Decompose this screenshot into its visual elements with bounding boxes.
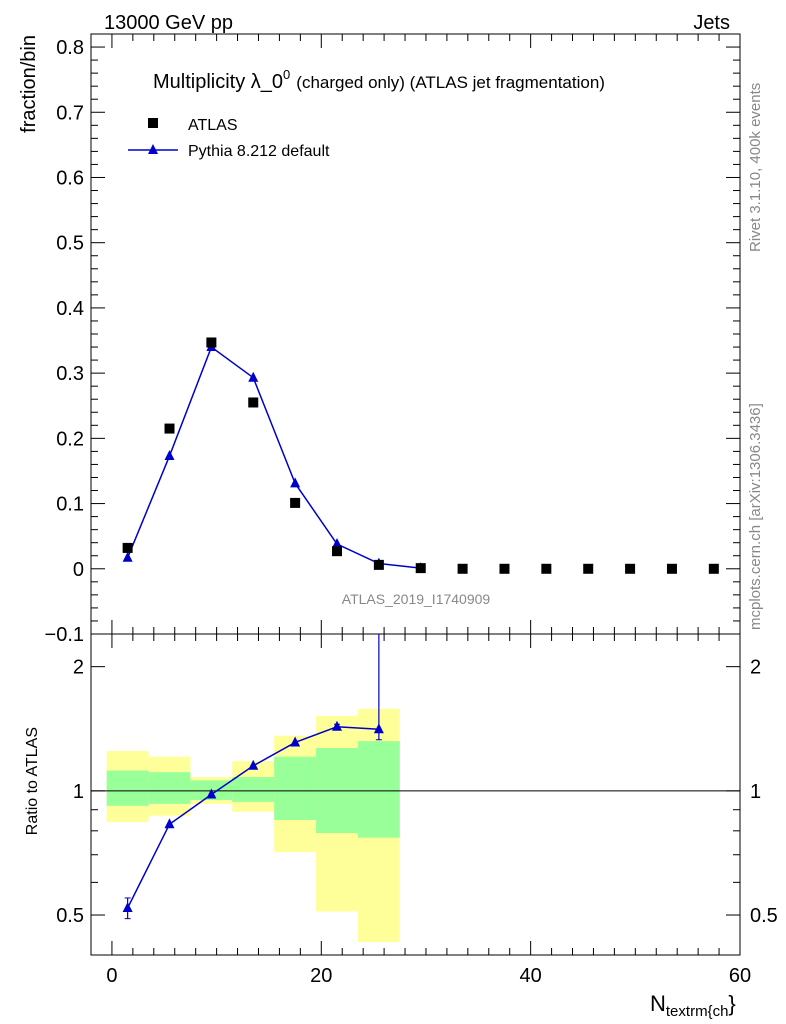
atlas-point-6 xyxy=(373,559,384,570)
pythia-point-1 xyxy=(164,449,175,460)
ratio-point-2 xyxy=(206,788,217,799)
ratio-tick-label-right-0.5: 0.5 xyxy=(750,905,778,927)
green-band-1 xyxy=(148,772,191,804)
atlas-point-7 xyxy=(415,563,426,574)
analysis-label: ATLAS_2019_I1740909 xyxy=(342,591,491,607)
y-tick-label-0.5: 0.5 xyxy=(56,233,84,255)
y-tick-label-0.7: 0.7 xyxy=(56,102,84,124)
header-left: 13000 GeV pp xyxy=(104,12,233,34)
ratio-point-4 xyxy=(290,736,301,747)
y-tick-label-0.4: 0.4 xyxy=(56,298,84,320)
ratio-point-3 xyxy=(248,759,259,770)
ratio-tick-label-right-2: 2 xyxy=(750,657,761,679)
atlas-point-10 xyxy=(541,563,552,574)
ratio-uncertainty-bands xyxy=(106,708,400,943)
y-tick-label--0.1: −0.1 xyxy=(45,624,84,646)
x-tick-label-0: 0 xyxy=(106,965,117,987)
y-tick-label-0.6: 0.6 xyxy=(56,167,84,189)
x-axis-label: Ntextrm{ch} xyxy=(650,991,736,1020)
x-tick-label-40: 40 xyxy=(520,965,542,987)
x-axis-label-tail: } xyxy=(728,991,735,1016)
plot-frames xyxy=(90,33,741,956)
atlas-point-3 xyxy=(248,397,259,408)
data-marks xyxy=(122,337,719,920)
pythia-point-4 xyxy=(290,477,301,488)
atlas-point-5 xyxy=(331,546,342,557)
y-tick-label-0.1: 0.1 xyxy=(56,494,84,516)
y-tick-label-0.8: 0.8 xyxy=(56,37,84,59)
y-tick-label-0.2: 0.2 xyxy=(56,428,84,450)
atlas-point-9 xyxy=(499,563,510,574)
chart-title-rest: (charged only) (ATLAS jet fragmentation) xyxy=(296,73,605,92)
y-axis-label: fraction/bin xyxy=(18,35,40,133)
legend: ATLAS Pythia 8.212 default xyxy=(128,117,330,160)
mcplots-label: mcplots.cern.ch [arXiv:1306.3436] xyxy=(747,403,764,630)
y-tick-label-0: 0 xyxy=(73,559,84,581)
tick-labels: 0 20 40 60−0.100.10.20.30.40.50.60.70.80.5 0… xyxy=(45,37,778,987)
legend-atlas-label: ATLAS xyxy=(188,117,238,134)
green-band-0 xyxy=(106,770,149,806)
x-tick-label-20: 20 xyxy=(310,965,332,987)
ratio-point-6 xyxy=(373,723,384,734)
atlas-point-1 xyxy=(164,423,175,434)
ratio-frame xyxy=(90,633,741,956)
green-band-4 xyxy=(274,756,317,820)
chart-title: Multiplicity λ_00 (charged only) (ATLAS j… xyxy=(153,67,605,93)
atlas-point-8 xyxy=(457,563,468,574)
pythia-point-3 xyxy=(248,371,259,382)
pythia-line xyxy=(126,345,421,569)
legend-pythia-label: Pythia 8.212 default xyxy=(188,143,330,160)
x-axis-label-main: N xyxy=(650,991,666,1016)
ratio-tick-label-left-0.5: 0.5 xyxy=(56,905,84,927)
ratio-tick-label-left-2: 2 xyxy=(73,657,84,679)
ratio-tick-label-right-1: 1 xyxy=(750,781,761,803)
green-band-6 xyxy=(357,741,400,838)
ratio-y-axis-label: Ratio to ATLAS xyxy=(24,727,41,835)
x-tick-label-60: 60 xyxy=(729,965,751,987)
atlas-point-2 xyxy=(206,337,217,348)
pythia-point-5 xyxy=(331,538,342,548)
chart-title-sup: 0 xyxy=(283,67,290,82)
legend-atlas-marker xyxy=(148,118,158,128)
pythia-point-0 xyxy=(122,551,133,562)
ratio-point-5 xyxy=(331,720,342,731)
atlas-point-11 xyxy=(583,563,594,574)
legend-pythia-marker xyxy=(148,144,158,154)
atlas-point-4 xyxy=(290,497,301,508)
chart-title-main: Multiplicity λ_0 xyxy=(153,71,283,93)
y-tick-label-0.3: 0.3 xyxy=(56,363,84,385)
ratio-tick-label-left-1: 1 xyxy=(73,781,84,803)
atlas-point-14 xyxy=(708,563,719,574)
atlas-point-13 xyxy=(666,563,677,574)
ratio-point-0 xyxy=(122,901,133,912)
atlas-point-12 xyxy=(625,563,636,574)
rivet-label: Rivet 3.1.10, 400k events xyxy=(747,83,764,252)
axis-ticks xyxy=(91,34,741,956)
header-right: Jets xyxy=(693,12,730,34)
atlas-point-0 xyxy=(122,542,133,553)
x-axis-label-sub: textrm{ch xyxy=(666,1003,729,1020)
green-band-3 xyxy=(232,777,275,802)
ratio-point-1 xyxy=(164,818,175,829)
